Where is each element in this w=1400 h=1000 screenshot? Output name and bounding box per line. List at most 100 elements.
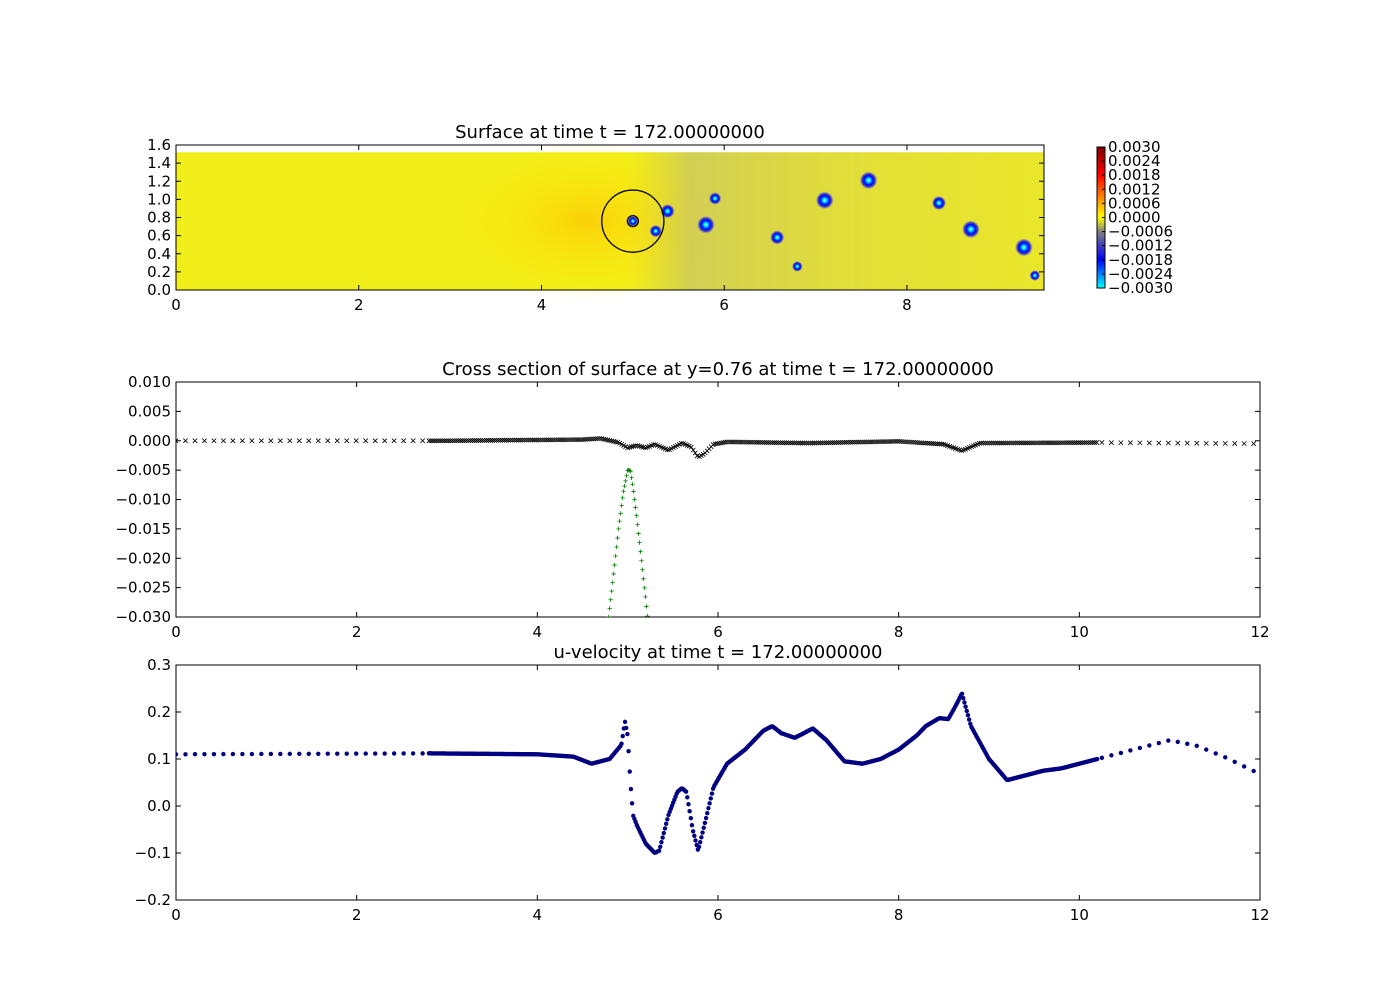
u-velocity-point (706, 806, 711, 811)
surface-point (891, 438, 897, 444)
surface-point (929, 441, 935, 446)
u-velocity-point (709, 791, 715, 796)
surface-point (1012, 440, 1018, 446)
vortex-3 (696, 215, 716, 234)
surface-point (458, 438, 464, 444)
surface-point (521, 437, 527, 443)
surface-point (597, 435, 603, 441)
u-velocity-point (297, 751, 302, 757)
surface-point (839, 439, 845, 445)
surface-point (589, 436, 595, 442)
u-velocity-point (240, 751, 245, 757)
surface-point (1092, 440, 1098, 446)
surface-point (579, 437, 585, 443)
surface-point (561, 437, 567, 443)
surface-point (744, 439, 750, 445)
u-velocity-point (344, 751, 349, 756)
surface-point (925, 440, 931, 446)
surface-point (268, 438, 274, 444)
surface-point (499, 437, 505, 443)
surface-point (1068, 440, 1074, 446)
surface-point (984, 440, 990, 446)
surface-point (517, 437, 523, 443)
u-velocity-point (687, 809, 692, 814)
surface-point (853, 439, 859, 445)
surface-point (724, 439, 730, 445)
surface-point (344, 438, 350, 444)
surface-point (819, 440, 825, 446)
surface-point (827, 440, 833, 446)
obstacle-outer-circle (601, 189, 665, 253)
bathymetry-point (612, 562, 617, 568)
u-velocity-point (965, 713, 971, 718)
surface-point (871, 439, 877, 445)
surface-point (452, 438, 458, 444)
colorbar-tick-label: 0.0000 (1108, 209, 1161, 227)
surface-point (420, 438, 426, 444)
u-velocity-point (705, 810, 710, 816)
surface-point (1056, 440, 1062, 446)
surface-point (811, 440, 817, 446)
surface-point (1175, 440, 1181, 446)
heatmap-ytick-label: 0.4 (147, 245, 171, 263)
surface-point (690, 447, 696, 453)
surface-point (859, 439, 865, 445)
surface-point (881, 439, 887, 445)
u-velocity-point (629, 801, 635, 806)
u-velocity-point (183, 752, 188, 757)
surface-point (555, 437, 561, 443)
u-velocity-point (1128, 748, 1133, 753)
heatmap-ytick-label: 1.6 (147, 136, 171, 154)
surface-point (931, 441, 937, 447)
u-velocity-point (966, 717, 972, 722)
bathymetry-point (634, 513, 639, 518)
surface-point (563, 437, 569, 443)
surface-point (1052, 440, 1058, 446)
bathymetry-point (614, 544, 619, 550)
surface-point (903, 439, 909, 445)
u-velocity-xtick-label: 0 (171, 906, 181, 924)
surface-point (1026, 440, 1032, 446)
cross-section-frame (175, 381, 1261, 618)
surface-point (740, 439, 746, 445)
surface-point (935, 441, 941, 447)
surface-point (808, 440, 813, 446)
surface-point (527, 437, 533, 443)
surface-point (726, 439, 732, 445)
surface-title: Surface at time t = 172.00000000 (455, 122, 765, 143)
surface-point (515, 437, 521, 443)
u-velocity-point (702, 820, 708, 826)
cross-section-xtick-label: 2 (352, 623, 362, 641)
surface-point (1156, 440, 1162, 446)
u-velocity-point (662, 826, 668, 831)
u-velocity-point (624, 725, 629, 731)
cross-section-ytick-label: −0.030 (115, 608, 171, 626)
surface-point (897, 438, 903, 444)
surface-point (1213, 440, 1219, 446)
u-velocity-point (1109, 753, 1114, 758)
surface-point (988, 440, 994, 446)
surface-point (885, 439, 891, 445)
surface-point (1020, 440, 1026, 446)
surface-point (480, 437, 486, 443)
cross-section-ytick-label: 0.000 (128, 432, 171, 450)
bathymetry-point (639, 558, 644, 563)
u-velocity-xtick-label: 10 (1070, 906, 1089, 924)
bathymetry-point (640, 567, 645, 572)
bathymetry-point (629, 475, 634, 480)
u-velocity-xtick-label: 6 (713, 906, 723, 924)
surface-point (507, 437, 513, 443)
surface-point (476, 437, 482, 443)
surface-point (519, 437, 525, 443)
surface-point (551, 437, 557, 443)
vortex-5 (769, 230, 785, 245)
surface-point (738, 439, 744, 445)
heatmap-ytick-label: 1.0 (147, 190, 171, 208)
surface-point (446, 438, 452, 444)
bathymetry-point (625, 468, 630, 473)
cross-section-xtick-label: 10 (1070, 623, 1089, 641)
surface-point (764, 440, 770, 445)
surface-point (230, 438, 236, 444)
u-velocity-point (656, 848, 662, 853)
surface-point (176, 438, 179, 444)
